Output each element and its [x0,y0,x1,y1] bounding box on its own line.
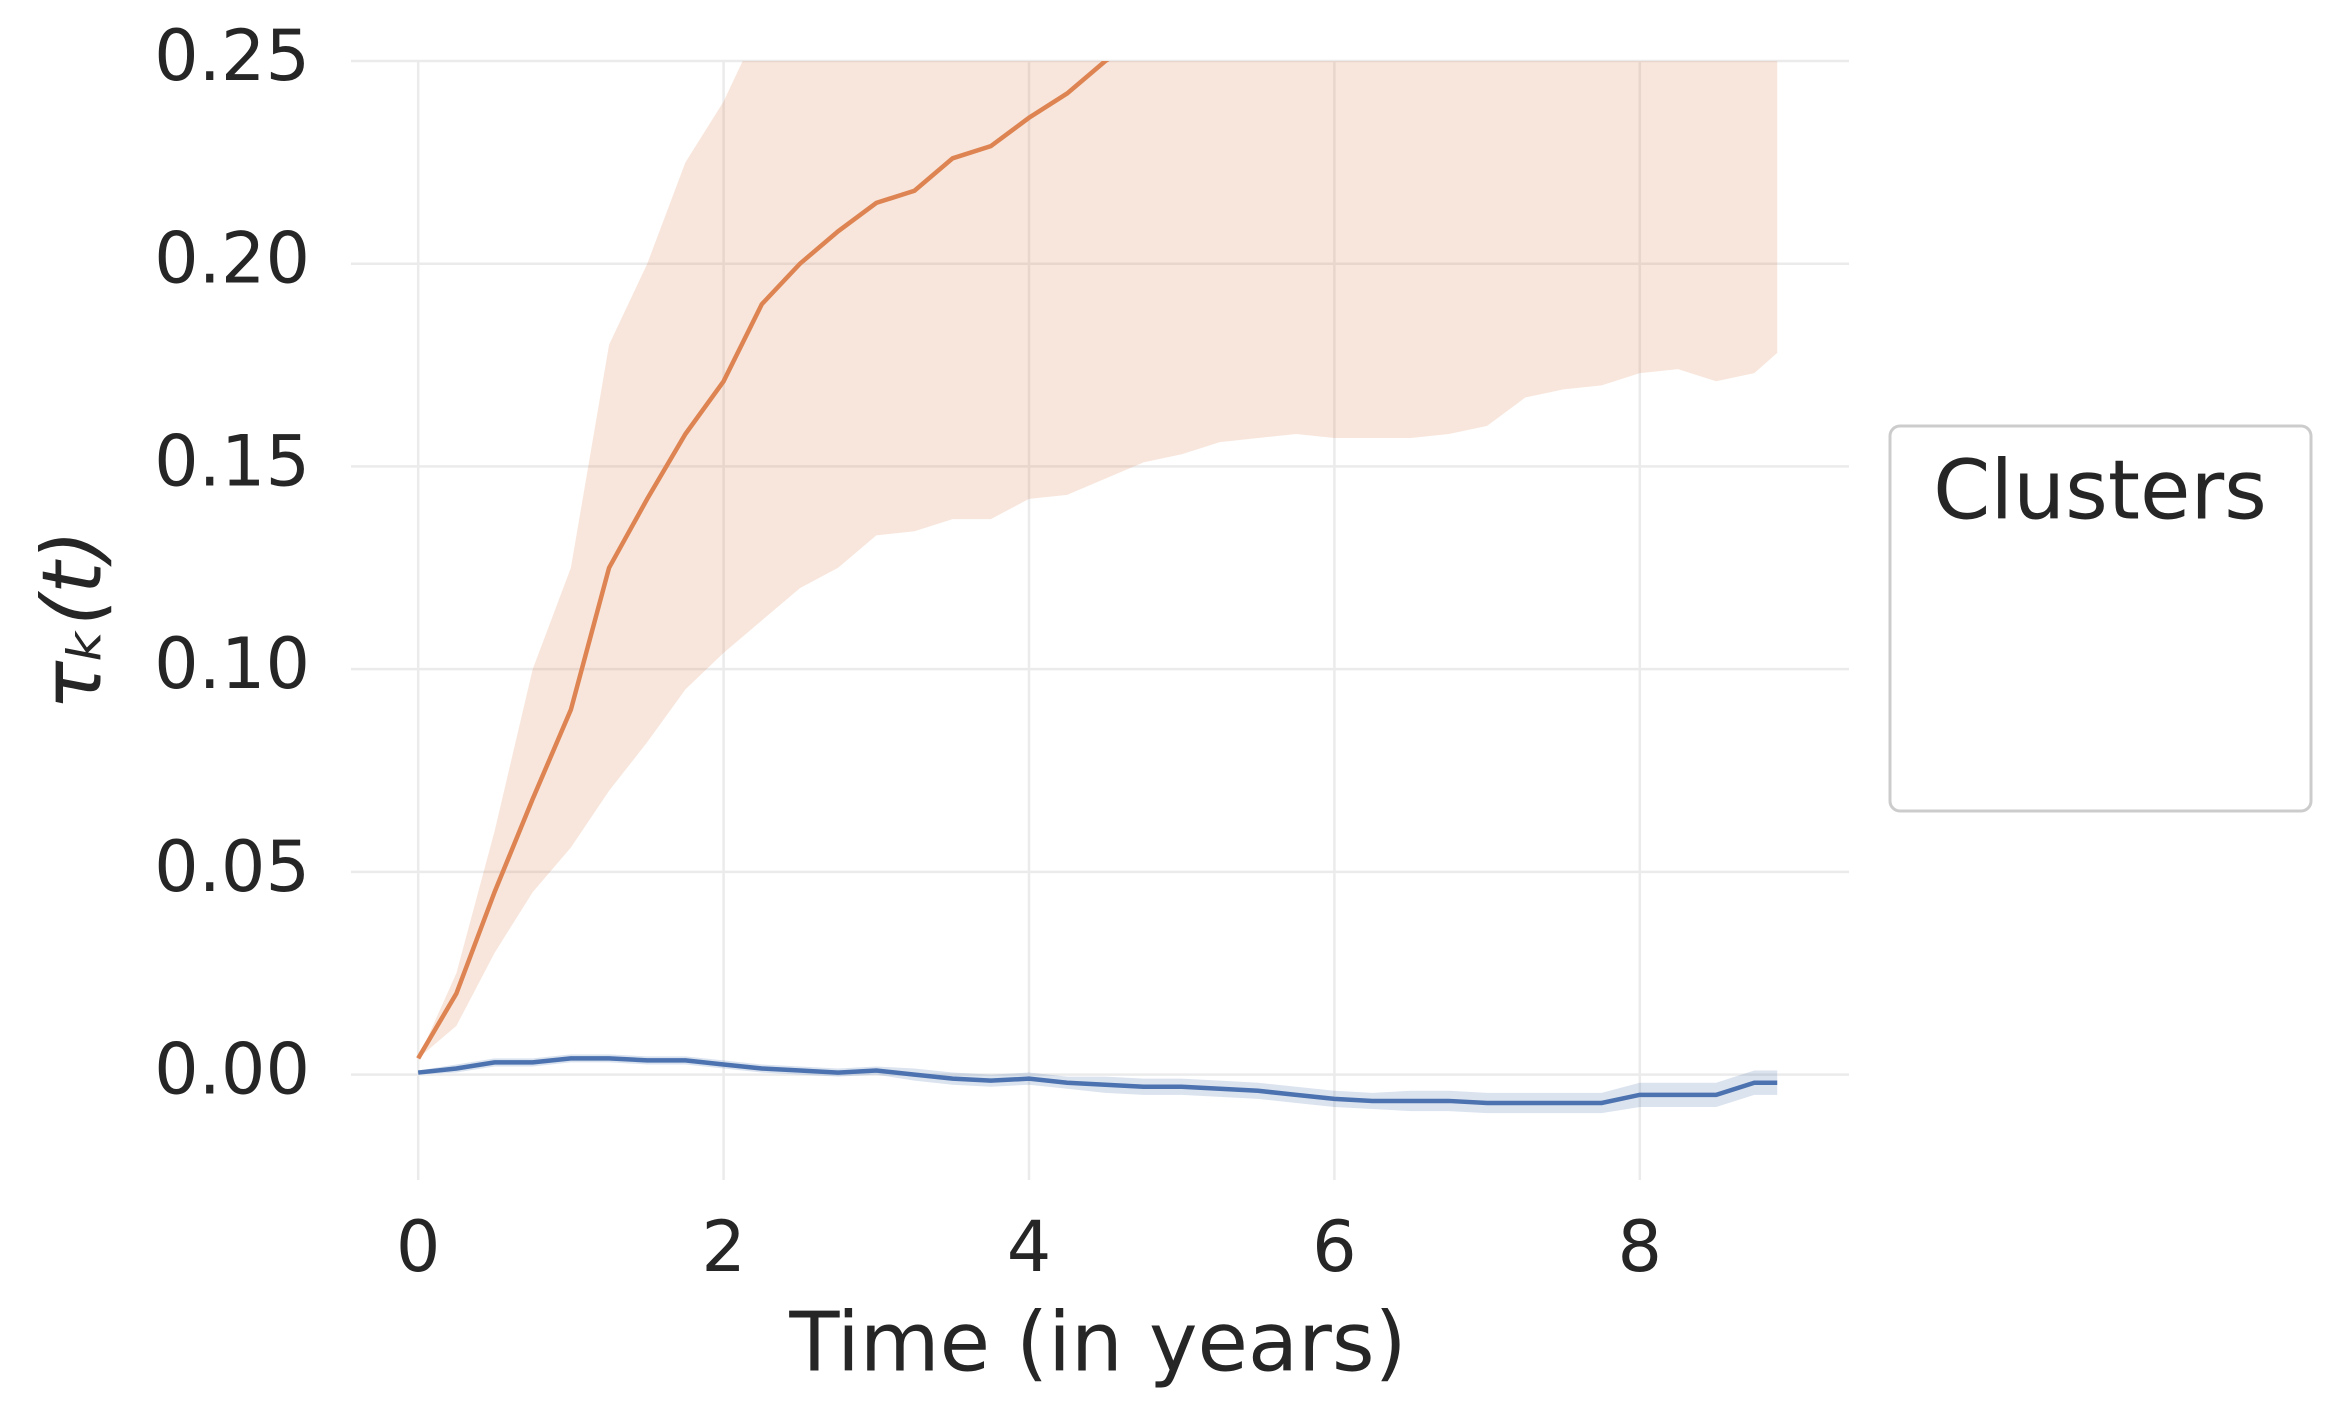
y-tick-label: 0.15 [154,420,310,502]
y-tick-label: 0.00 [154,1029,310,1111]
grid [351,59,1849,1180]
confidence-band [418,61,1778,1059]
x-tick-label: 6 [1312,1206,1357,1288]
x-tick-label: 2 [701,1206,746,1288]
x-tick-label: 0 [396,1206,441,1288]
y-tick-label: 0.25 [154,15,310,97]
legend-title: Clusters [1933,443,2267,538]
y-tick-label: 0.05 [154,826,310,908]
x-axis-label: Time (in years) [788,1295,1406,1390]
y-tick-label: 0.10 [154,623,310,705]
labels: 0.000.050.100.150.200.250246801 [154,15,2232,1288]
line [416,61,1110,1060]
y-axis-label: τₖ(t) [25,530,120,710]
line [417,1056,1778,1106]
x-tick-label: 4 [1007,1206,1052,1288]
y-tick-label: 0.20 [154,218,310,300]
x-tick-label: 8 [1618,1206,1663,1288]
plot-area [416,61,1778,1114]
legend-box [1888,424,2313,813]
